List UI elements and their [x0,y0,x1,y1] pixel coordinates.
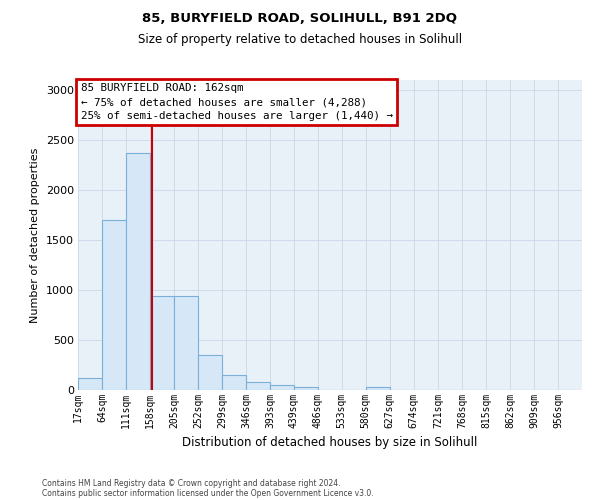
Y-axis label: Number of detached properties: Number of detached properties [30,148,40,322]
Text: Contains public sector information licensed under the Open Government Licence v3: Contains public sector information licen… [42,488,374,498]
Bar [150,296,174,390]
Bar [174,296,198,390]
Bar [126,153,150,390]
Bar [270,384,294,390]
Bar [366,387,390,390]
Bar [78,378,102,390]
Text: 85, BURYFIELD ROAD, SOLIHULL, B91 2DQ: 85, BURYFIELD ROAD, SOLIHULL, B91 2DQ [143,12,458,26]
Bar [294,387,318,390]
Bar [102,220,126,390]
Bar [198,355,222,390]
Bar [222,374,246,390]
Text: Contains HM Land Registry data © Crown copyright and database right 2024.: Contains HM Land Registry data © Crown c… [42,478,341,488]
Bar [246,382,270,390]
Text: 85 BURYFIELD ROAD: 162sqm
← 75% of detached houses are smaller (4,288)
25% of se: 85 BURYFIELD ROAD: 162sqm ← 75% of detac… [80,83,392,121]
Text: Size of property relative to detached houses in Solihull: Size of property relative to detached ho… [138,32,462,46]
X-axis label: Distribution of detached houses by size in Solihull: Distribution of detached houses by size … [182,436,478,450]
